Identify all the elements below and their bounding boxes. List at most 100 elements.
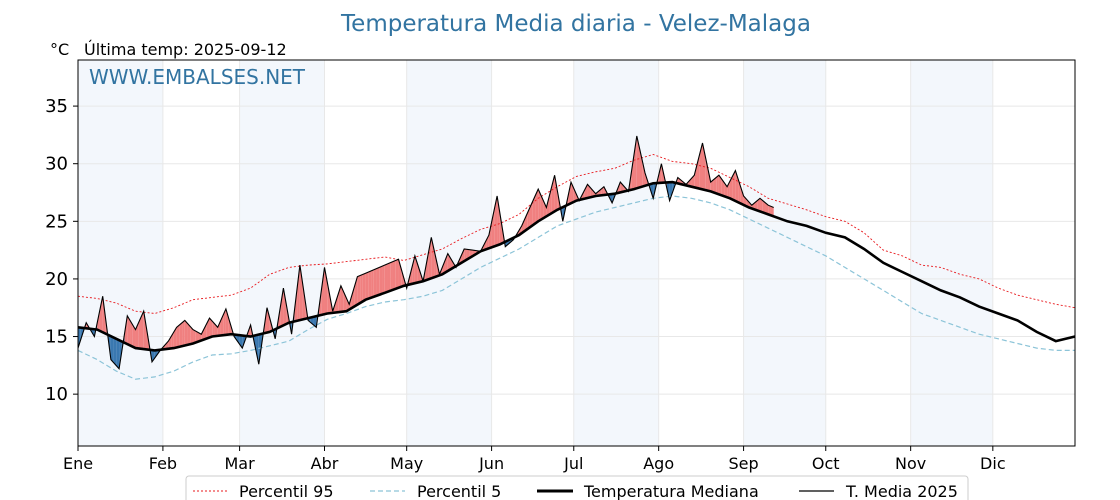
fill-above-median <box>102 296 106 334</box>
fill-above-median <box>390 261 393 291</box>
fill-above-median <box>762 200 766 214</box>
fill-above-median <box>168 336 172 349</box>
fill-above-median <box>346 298 350 312</box>
fill-above-median <box>127 315 131 346</box>
x-tick-label: May <box>390 454 423 473</box>
fill-above-median <box>357 275 361 305</box>
x-tick-label: Ene <box>63 454 93 473</box>
fill-above-median <box>379 266 383 295</box>
fill-above-median <box>540 195 544 220</box>
fill-above-median <box>187 323 191 345</box>
fill-above-median <box>768 205 771 216</box>
fill-above-median <box>203 323 207 340</box>
fill-above-median <box>395 259 399 289</box>
fill-above-median <box>554 175 558 212</box>
fill-above-median <box>729 175 733 200</box>
fill-below-median <box>116 338 120 369</box>
fill-above-median <box>486 235 489 250</box>
fill-above-median <box>302 283 306 320</box>
grid-lines <box>77 60 1075 446</box>
fill-above-median <box>387 262 391 292</box>
fill-above-median <box>198 332 202 342</box>
fill-above-median <box>376 267 380 296</box>
series-lines <box>77 135 1076 380</box>
fill-above-median <box>266 307 270 333</box>
fill-above-median <box>598 189 602 196</box>
x-tick-label: Ago <box>643 454 674 473</box>
fill-above-median <box>642 160 645 187</box>
fill-above-median <box>688 178 692 187</box>
fill-above-median <box>705 156 708 191</box>
fill-above-median <box>327 281 330 314</box>
fill-above-median <box>184 320 188 346</box>
x-tick-label: Mar <box>225 454 256 473</box>
fill-above-median <box>223 308 226 336</box>
series-p5-line <box>77 195 1075 380</box>
fill-above-median <box>732 170 736 201</box>
fill-above-median <box>143 311 147 350</box>
fill-above-median <box>488 222 492 249</box>
fill-above-median <box>398 259 402 288</box>
x-tick-label: Abr <box>311 454 339 473</box>
y-tick-label: 35 <box>45 96 68 117</box>
fill-below-median <box>154 350 158 359</box>
month-shade <box>573 60 659 446</box>
fill-above-median <box>464 248 467 262</box>
x-axis-ticks: Ene Feb Mar Abr May Jun Jul Ago Sep Oct Nov Dic <box>63 446 1006 473</box>
fill-above-median <box>138 317 141 349</box>
fill-above-median <box>373 268 377 297</box>
fill-above-median <box>754 200 758 211</box>
fill-above-median <box>636 136 640 189</box>
fill-above-median <box>299 265 303 321</box>
fill-above-median <box>425 252 429 281</box>
fill-above-median <box>217 321 221 336</box>
fill-above-median <box>135 323 139 349</box>
series-p95-line <box>77 154 1076 314</box>
last-temp-label: Última temp: 2025-09-12 <box>84 40 287 59</box>
month-shade <box>78 60 163 446</box>
fill-above-median <box>351 285 355 308</box>
fill-above-median <box>584 184 588 199</box>
legend-label-p95: Percentil 95 <box>239 482 334 500</box>
fill-above-median <box>179 322 183 347</box>
fill-above-median <box>718 175 722 196</box>
watermark: WWW.EMBALSES.NET <box>89 65 306 89</box>
fill-above-median <box>543 201 547 219</box>
fill-above-median <box>549 185 552 215</box>
fill-above-median <box>140 311 144 350</box>
fill-above-median <box>417 264 421 283</box>
fill-above-median <box>193 329 196 344</box>
fill-above-median <box>573 188 577 202</box>
fill-below-median <box>313 316 317 328</box>
legend-label-median: Temperatura Mediana <box>583 482 759 500</box>
fill-above-median <box>524 213 528 232</box>
fill-above-median <box>165 341 169 350</box>
fill-above-median <box>99 296 103 333</box>
fill-above-median <box>631 154 635 190</box>
fill-above-median <box>445 253 448 273</box>
fill-above-median <box>176 325 180 348</box>
fill-above-median <box>201 328 204 341</box>
fill-below-median <box>78 327 81 349</box>
fill-above-median <box>225 308 229 335</box>
y-tick-label: 10 <box>45 384 68 405</box>
fill-above-median <box>371 269 374 298</box>
fill-above-median <box>297 265 300 321</box>
fill-above-median <box>521 219 525 234</box>
fill-above-median <box>538 189 541 222</box>
fill-above-median <box>442 260 446 275</box>
fill-above-median <box>283 288 287 326</box>
y-axis-unit: °C <box>50 40 69 59</box>
fill-above-median <box>382 265 385 294</box>
fill-above-median <box>335 294 339 313</box>
fill-above-median <box>212 321 215 337</box>
month-shading <box>78 60 993 446</box>
fill-above-median <box>365 272 369 300</box>
legend: Percentil 95 Percentil 5 Temperatura Med… <box>185 475 969 500</box>
month-shade <box>910 60 993 446</box>
x-tick-label: Sep <box>729 454 759 473</box>
fill-above-median <box>401 268 404 287</box>
y-axis-ticks: 10 15 20 25 30 35 <box>45 96 78 405</box>
x-tick-label: Nov <box>895 454 926 473</box>
plot-frame <box>77 59 1076 447</box>
